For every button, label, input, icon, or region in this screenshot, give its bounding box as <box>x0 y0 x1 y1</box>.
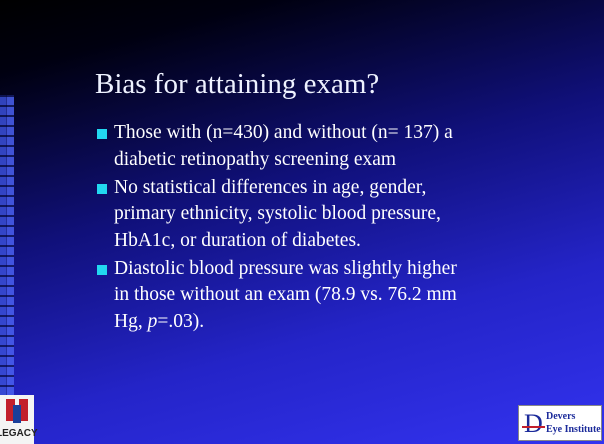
text-run: Hg, <box>114 310 148 332</box>
bullet-square <box>97 264 107 275</box>
legacy-logo: LEGACY <box>0 395 38 444</box>
logo-letter: D <box>522 409 545 438</box>
text-run: =.03). <box>157 310 205 332</box>
bullet-list: Those with (n=430) and without (n= 137) … <box>97 120 457 337</box>
logo-text: Devers <box>546 411 576 422</box>
logo-text: Eye Institute <box>546 424 601 435</box>
decor-strip <box>0 95 14 395</box>
bullet-line: diabetic retinopathy screening exam <box>114 148 397 170</box>
slide-title: Bias for attaining exam? <box>95 68 380 100</box>
devers-logo: D Devers Eye Institute <box>518 405 602 441</box>
bullet: Diastolic blood pressure was slightly hi… <box>97 256 457 336</box>
bullet-line: in those without an exam (78.9 vs. 76.2 … <box>114 284 457 305</box>
bullet-line: primary ethnicity, systolic blood pressu… <box>114 203 441 224</box>
bullet-line: HbA1c, or duration of diabetes. <box>114 229 361 251</box>
bullet-line: Hg, p=.03). <box>114 309 457 336</box>
bullet-square <box>97 129 107 139</box>
logo-mark <box>13 405 21 423</box>
bullet-square <box>97 183 107 194</box>
bullet: Those with (n=430) and without (n= 137) … <box>97 120 457 173</box>
italic-run: p <box>147 310 158 332</box>
bullet: No statistical differences in age, gende… <box>97 175 457 255</box>
bullet-line: Diastolic blood pressure was slightly hi… <box>114 257 457 279</box>
bullet-line: No statistical differences in age, gende… <box>114 176 427 198</box>
bullet-line: Those with (n=430) and without (n= 137) … <box>114 122 453 143</box>
logo-text: LEGACY <box>0 428 38 439</box>
